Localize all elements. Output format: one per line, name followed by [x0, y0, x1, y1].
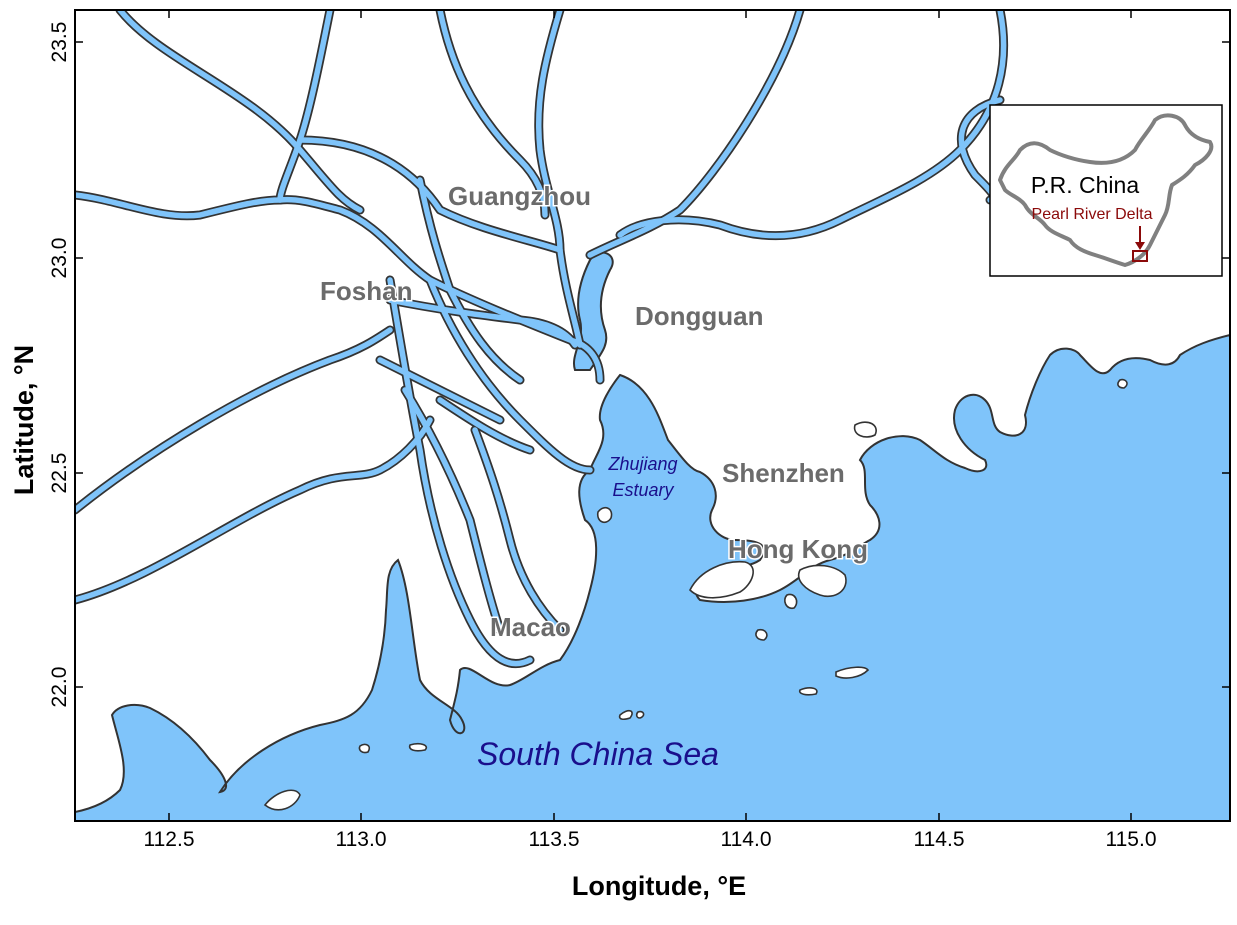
label-shenzhen: Shenzhen: [722, 458, 845, 488]
y-axis-title: Latitude, °N: [9, 345, 39, 495]
x-axis-title: Longitude, °E: [572, 871, 746, 901]
x-tick-label: 114.5: [914, 828, 965, 851]
inset-arrow-head: [1135, 242, 1145, 250]
label-macao: Macao: [490, 612, 571, 642]
y-tick-label: 23.0: [48, 238, 71, 279]
y-tick-label: 23.5: [48, 22, 71, 63]
inset-delta-marker: [1132, 250, 1148, 262]
y-tick-label: 22.0: [48, 667, 71, 708]
inset-subtitle: Pearl River Delta: [1032, 206, 1153, 223]
y-tick-label: 22.5: [48, 453, 71, 494]
sea-water: [75, 333, 1230, 821]
label-hong-kong: Hong Kong: [728, 534, 868, 564]
label-estuary-line2: Estuary: [612, 480, 674, 500]
islands: [263, 378, 1128, 811]
hong-kong-island: [689, 560, 754, 599]
y-axis: [75, 41, 1230, 688]
inset-map: P.R. China Pearl River Delta: [989, 104, 1223, 277]
label-estuary-line1: Zhujiang: [607, 454, 677, 474]
china-outline: [998, 113, 1214, 267]
x-tick-label: 115.0: [1106, 828, 1157, 851]
x-axis: [168, 10, 1132, 821]
label-dongguan: Dongguan: [635, 301, 764, 331]
x-tick-label: 114.0: [721, 828, 772, 851]
label-foshan: Foshan: [320, 276, 412, 306]
label-south-china-sea: South China Sea: [477, 736, 719, 772]
lantau-island: [798, 564, 847, 597]
x-tick-label: 113.5: [529, 828, 580, 851]
inset-title: P.R. China: [1031, 172, 1139, 198]
label-guangzhou: Guangzhou: [448, 181, 591, 211]
map-plot-area: Guangzhou Foshan Dongguan Shenzhen Hong …: [75, 10, 1230, 821]
plot-frame: [74, 9, 1231, 822]
x-tick-label: 113.0: [336, 828, 387, 851]
x-tick-label: 112.5: [144, 828, 195, 851]
